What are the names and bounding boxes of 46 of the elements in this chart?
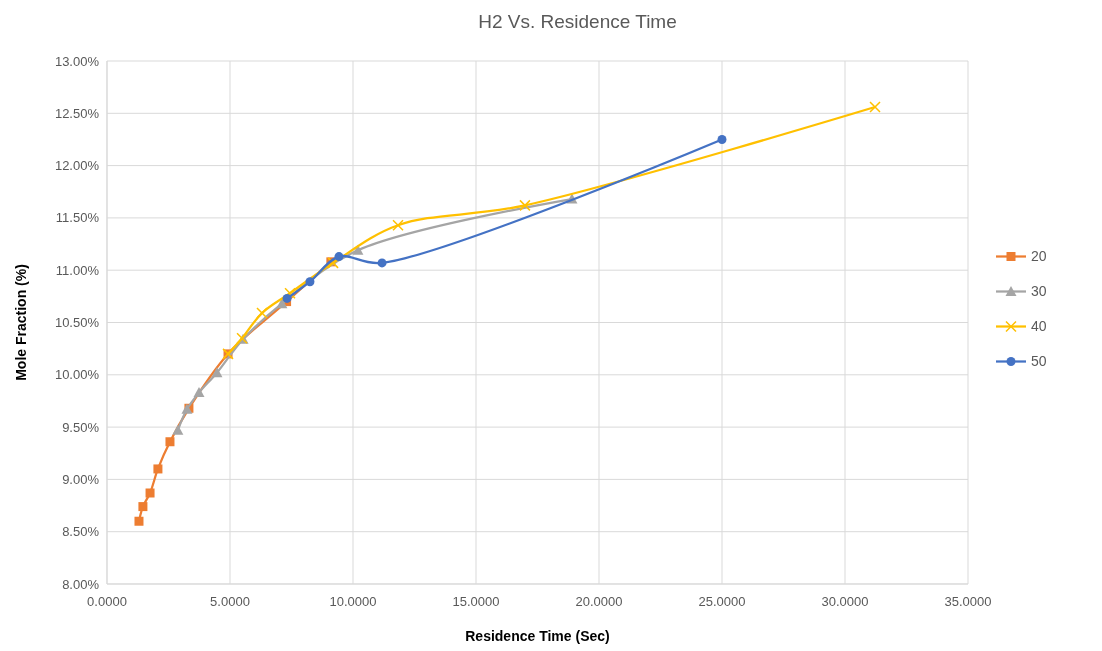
point bbox=[334, 252, 344, 262]
point bbox=[717, 134, 727, 144]
legend-label: 30 bbox=[1031, 283, 1047, 300]
point bbox=[172, 424, 184, 435]
point bbox=[211, 367, 223, 378]
legend-label: 50 bbox=[1031, 353, 1047, 370]
point bbox=[284, 287, 296, 299]
x-tick-label: 0.0000 bbox=[87, 594, 127, 609]
x-tick-label: 5.0000 bbox=[210, 594, 250, 609]
y-tick-label: 12.50% bbox=[54, 105, 100, 121]
point bbox=[519, 199, 531, 212]
y-tick-label: 8.00% bbox=[62, 576, 100, 592]
point bbox=[165, 437, 175, 447]
point bbox=[138, 502, 148, 512]
point bbox=[134, 516, 144, 526]
point bbox=[377, 258, 387, 268]
y-tick-label: 12.00% bbox=[54, 158, 100, 174]
point bbox=[352, 244, 364, 255]
y-axis-title: Mole Fraction (%) bbox=[13, 264, 29, 381]
legend-label: 20 bbox=[1031, 248, 1047, 265]
y-tick-label: 11.50% bbox=[55, 210, 100, 226]
point bbox=[193, 387, 205, 398]
x-tick-label: 25.0000 bbox=[698, 594, 746, 609]
x-axis-title: Residence Time (Sec) bbox=[465, 628, 610, 644]
point bbox=[392, 219, 404, 231]
point bbox=[145, 488, 155, 498]
y-tick-label: 9.50% bbox=[62, 419, 100, 435]
y-tick-label: 11.00% bbox=[55, 262, 100, 278]
y-tick-label: 10.50% bbox=[54, 315, 100, 331]
point bbox=[282, 293, 292, 303]
legend-label: 40 bbox=[1031, 318, 1047, 335]
x-tick-label: 20.0000 bbox=[575, 594, 623, 609]
chart-title: H2 Vs. Residence Time bbox=[478, 11, 677, 32]
point bbox=[305, 277, 315, 287]
y-tick-label: 9.00% bbox=[62, 471, 100, 487]
x-tick-label: 30.0000 bbox=[821, 594, 869, 609]
x-tick-label: 35.0000 bbox=[944, 594, 992, 609]
x-tick-label: 15.0000 bbox=[452, 594, 500, 609]
x-tick-label: 10.0000 bbox=[329, 594, 377, 609]
y-tick-label: 13.00% bbox=[54, 53, 100, 69]
point bbox=[276, 298, 288, 309]
y-tick-label: 8.50% bbox=[62, 524, 100, 540]
y-tick-label: 10.00% bbox=[54, 367, 100, 383]
point bbox=[153, 464, 163, 474]
point bbox=[869, 101, 881, 113]
point bbox=[256, 307, 268, 319]
